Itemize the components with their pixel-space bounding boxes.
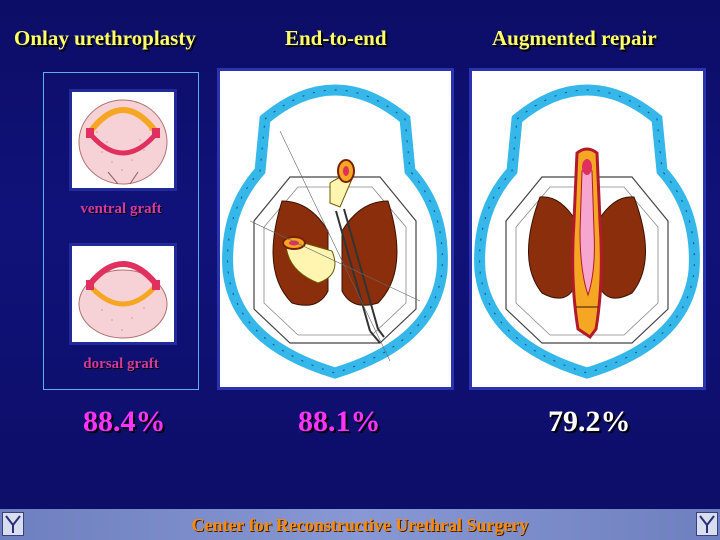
augmented-success-rate: 79.2% bbox=[548, 405, 631, 438]
ventral-graft-illustration bbox=[69, 89, 177, 191]
heading-onlay-urethroplasty: Onlay urethroplasty bbox=[14, 26, 196, 50]
augmented-repair-illustration bbox=[469, 68, 706, 390]
heading-augmented-repair: Augmented repair bbox=[492, 26, 657, 50]
footer-title: Center for Reconstructive Urethral Surge… bbox=[191, 515, 529, 535]
dorsal-graft-label: dorsal graft bbox=[83, 356, 159, 372]
heading-end-to-end: End-to-end bbox=[285, 26, 387, 50]
onlay-success-rate: 88.4% bbox=[83, 405, 166, 438]
onlay-panel: ventral graft dorsal graft bbox=[43, 72, 199, 390]
ventral-graft-label: ventral graft bbox=[80, 201, 162, 217]
end-to-end-illustration bbox=[217, 68, 454, 390]
footer-bar: Center for Reconstructive Urethral Surge… bbox=[0, 509, 720, 540]
center-logo-icon bbox=[696, 512, 718, 536]
dorsal-graft-illustration bbox=[69, 243, 177, 345]
center-logo-icon bbox=[2, 512, 24, 536]
end-to-end-success-rate: 88.1% bbox=[298, 405, 381, 438]
